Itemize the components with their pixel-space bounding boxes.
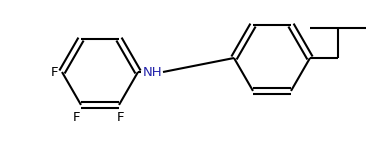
Text: NH: NH — [143, 66, 163, 78]
Text: F: F — [117, 111, 125, 124]
Text: F: F — [50, 66, 58, 78]
Text: F: F — [73, 111, 81, 124]
